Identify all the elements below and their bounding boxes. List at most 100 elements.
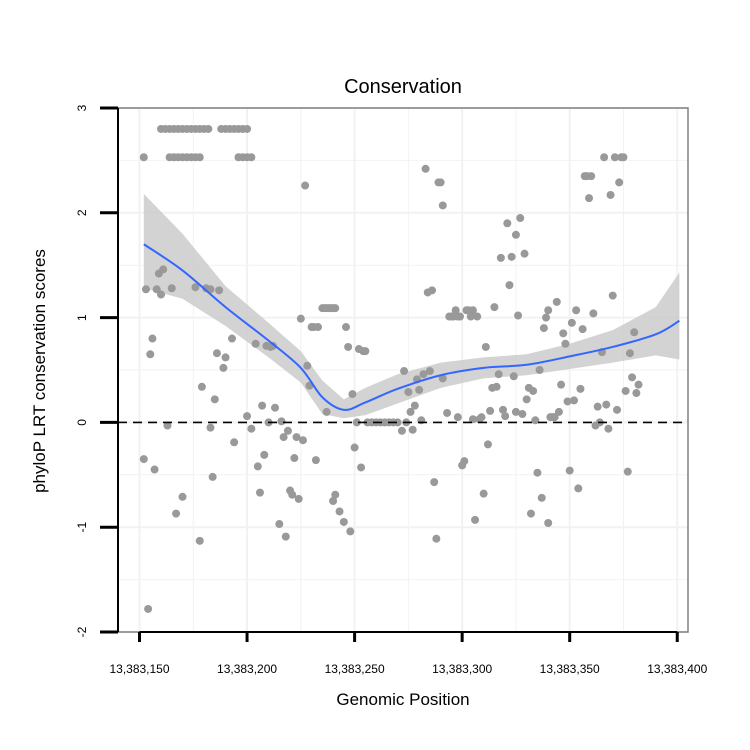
x-tick-label: 13,383,150	[109, 662, 169, 676]
data-point	[163, 421, 172, 430]
data-point	[260, 450, 269, 459]
data-point	[397, 426, 406, 435]
data-point	[544, 306, 553, 315]
data-point	[406, 407, 415, 416]
data-point	[191, 283, 200, 292]
data-point	[520, 249, 529, 258]
data-point	[438, 201, 447, 210]
data-point	[509, 372, 518, 381]
data-point	[460, 457, 469, 466]
smooth-line	[143, 243, 680, 411]
data-point	[604, 424, 613, 433]
data-point	[537, 493, 546, 502]
data-point	[490, 303, 499, 312]
data-point	[415, 385, 424, 394]
data-point	[565, 466, 574, 475]
data-point	[486, 406, 495, 415]
data-point	[471, 515, 480, 524]
data-point	[443, 408, 452, 417]
data-point	[477, 413, 486, 422]
data-point	[535, 366, 544, 374]
x-tick-label: 13,383,200	[217, 662, 277, 676]
x-tick-label: 13,383,250	[325, 662, 385, 676]
data-point	[492, 382, 501, 391]
data-point	[628, 373, 637, 382]
data-point	[559, 329, 568, 338]
data-point	[557, 380, 566, 389]
x-tick-label: 13,383,400	[647, 662, 707, 676]
data-point	[503, 219, 512, 228]
data-point	[531, 416, 540, 425]
data-point	[544, 519, 553, 528]
y-tick-label: 3	[75, 104, 89, 111]
data-point	[342, 323, 350, 332]
data-point	[275, 520, 284, 529]
data-point	[288, 490, 297, 499]
data-point	[230, 438, 239, 447]
y-tick-label: 0	[75, 419, 89, 426]
data-point	[400, 367, 409, 376]
data-point	[339, 517, 348, 526]
data-point	[212, 349, 221, 358]
data-point	[141, 285, 150, 294]
data-point	[322, 407, 331, 416]
data-point	[481, 342, 490, 351]
data-point	[587, 172, 596, 181]
data-point	[146, 350, 155, 359]
data-point	[346, 527, 355, 536]
data-point	[172, 509, 181, 518]
data-point	[335, 507, 344, 516]
data-point	[494, 370, 503, 379]
data-point	[144, 604, 153, 613]
data-point	[243, 124, 252, 133]
smooth-line-group	[143, 243, 680, 411]
data-point	[625, 349, 634, 358]
data-point	[148, 334, 157, 343]
data-point	[352, 418, 361, 427]
data-point	[483, 440, 492, 449]
data-point	[204, 124, 213, 133]
data-point	[404, 388, 413, 397]
data-point	[329, 497, 338, 505]
data-point	[210, 395, 219, 404]
data-point	[281, 532, 290, 541]
data-point	[466, 312, 475, 321]
data-point	[221, 353, 230, 362]
data-point	[593, 402, 602, 411]
data-point	[554, 407, 563, 416]
data-point	[195, 153, 204, 162]
data-point	[574, 484, 583, 493]
data-point	[271, 403, 280, 412]
y-tick-label: 2	[75, 209, 89, 216]
data-point	[195, 536, 204, 545]
data-point	[150, 465, 159, 474]
y-tick-label: -1	[75, 522, 89, 533]
data-point	[206, 423, 215, 432]
data-point	[619, 153, 628, 162]
data-point	[578, 325, 587, 334]
data-point	[570, 396, 578, 405]
data-point	[552, 297, 561, 306]
data-point	[314, 323, 323, 332]
data-point	[277, 417, 286, 426]
data-point	[615, 178, 624, 187]
data-point	[279, 433, 288, 442]
y-axis-title: phyloP LRT conservation scores	[30, 249, 49, 493]
data-point	[613, 405, 622, 414]
data-point	[197, 382, 206, 391]
data-point	[425, 367, 434, 376]
axes: 13,383,150 13,383,200 13,383,250 13,383,300…	[75, 104, 708, 676]
data-point	[468, 306, 477, 315]
data-point	[436, 178, 445, 187]
y-tick-label: -2	[75, 626, 89, 637]
data-point	[606, 190, 615, 199]
data-point	[301, 181, 310, 190]
grid-lines	[118, 107, 688, 633]
data-point	[247, 153, 256, 162]
data-point	[563, 397, 572, 406]
data-point	[507, 252, 516, 261]
data-point	[243, 412, 252, 421]
data-point	[630, 328, 639, 337]
data-point	[410, 401, 419, 410]
